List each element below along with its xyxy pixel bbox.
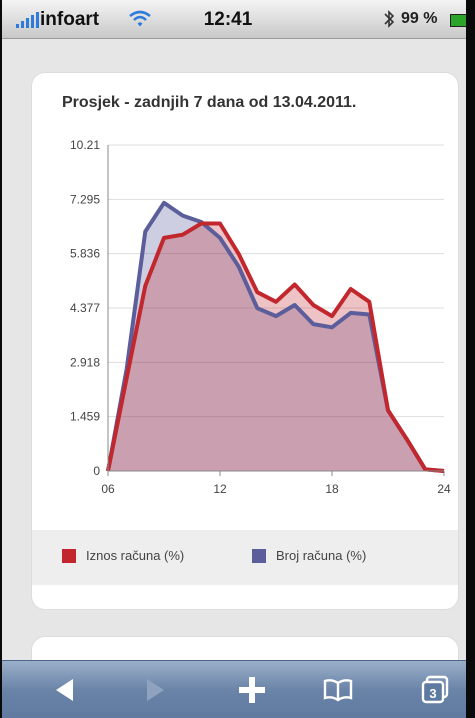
series-area-1 [108,202,444,472]
y-tick-label: 2.918 [70,355,100,369]
legend-item-broj: Broj računa (%) [252,548,366,563]
pages-icon: 3 [421,675,449,704]
y-tick-label: 10.21 [70,138,100,152]
battery-percentage: 99 % [401,10,438,27]
bluetooth-icon [384,10,395,28]
browser-toolbar: 3 [2,660,466,718]
battery-icon [450,14,466,27]
status-bar: infoart 12:41 99 % [2,0,466,39]
x-tick-label: 24 [437,482,451,496]
legend-swatch-broj [252,548,266,563]
bookmarks-icon [323,679,353,702]
legend-label-iznos: Iznos računa (%) [86,548,185,563]
legend-swatch-iznos [62,548,76,563]
area-chart: 10.21 7.295 5.836 4.377 2.918 1.459 006 12 18 24 [70,138,451,496]
wifi-icon [129,10,151,27]
back-icon [56,679,73,701]
x-tick-label: 12 [213,482,227,496]
carrier-name: infoart [40,9,100,30]
pages-count: 3 [429,686,436,701]
y-tick-label: 4.377 [70,301,100,315]
y-tick-label: 0 [93,464,100,478]
bookmarks-button[interactable] [316,669,360,711]
chart-legend: Iznos računa (%) Broj računa (%) [32,530,458,585]
forward-icon [147,679,164,701]
series-line-0 [106,221,445,473]
forward-button[interactable] [134,669,178,711]
add-icon [239,677,265,703]
y-tick-label: 7.295 [70,192,100,206]
add-bookmark-button[interactable] [230,669,274,711]
legend-item-iznos: Iznos računa (%) [62,548,184,563]
chart-title: Prosjek - zadnjih 7 dana od 13.04.2011. [62,94,357,111]
legend-label-broj: Broj računa (%) [276,548,367,563]
x-tick-label: 06 [101,482,115,496]
signal-strength-icon [16,12,39,28]
chart-card: Prosjek - zadnjih 7 dana od 13.04.2011. … [32,73,458,609]
back-button[interactable] [42,669,86,711]
y-tick-label: 1.459 [70,410,100,424]
series-area-0 [108,223,444,471]
status-time: 12:41 [203,9,253,30]
y-tick-label: 5.836 [70,247,100,261]
x-tick-label: 18 [325,482,339,496]
pages-button[interactable]: 3 [414,669,458,711]
